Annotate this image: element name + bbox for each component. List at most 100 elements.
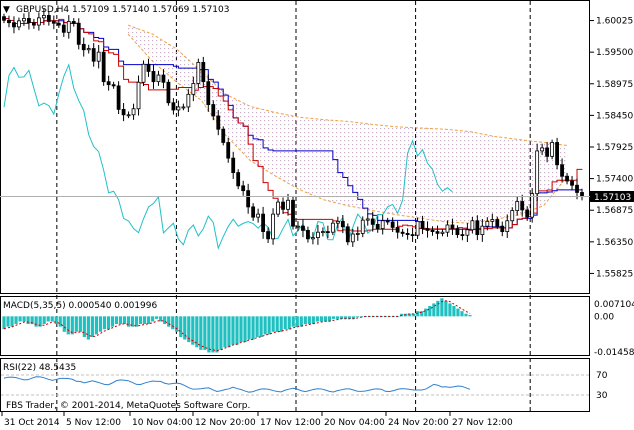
candle[interactable] [176,100,181,117]
candle[interactable] [12,16,16,34]
candle[interactable] [126,111,131,119]
candle[interactable] [191,76,196,102]
candle[interactable] [435,225,440,240]
candle[interactable] [161,69,166,89]
candle[interactable] [540,143,545,156]
candle[interactable] [430,226,435,236]
candle[interactable] [96,44,101,69]
candle[interactable] [365,213,370,226]
candle[interactable] [81,37,86,57]
candle[interactable] [405,228,410,240]
candle[interactable] [256,208,261,223]
candle[interactable] [545,141,550,163]
candle[interactable] [311,232,315,245]
candle[interactable] [146,58,151,77]
candle[interactable] [340,215,345,234]
candle[interactable] [261,206,266,239]
candle[interactable] [221,126,226,146]
candle[interactable] [535,143,540,201]
candle[interactable] [301,219,305,238]
candle[interactable] [206,74,211,112]
candle[interactable] [131,103,136,120]
candle[interactable] [271,208,275,245]
candle[interactable] [470,217,475,234]
candle[interactable] [325,225,330,239]
candle[interactable] [286,193,290,216]
candle[interactable] [296,221,300,232]
candle[interactable] [320,227,325,237]
candle[interactable] [455,225,460,238]
candle[interactable] [375,220,380,233]
candle[interactable] [17,17,21,31]
candle[interactable] [211,100,216,121]
candle[interactable] [66,15,71,39]
candle[interactable] [485,217,490,231]
candle[interactable] [186,89,191,113]
candle[interactable] [2,13,6,24]
candle[interactable] [420,215,425,235]
candle[interactable] [51,15,56,30]
candle[interactable] [555,137,559,170]
candle[interactable] [7,15,11,28]
candle[interactable] [121,103,126,122]
candle[interactable] [306,226,310,243]
candle[interactable] [241,180,246,196]
candle[interactable] [22,13,26,26]
candle[interactable] [141,60,146,87]
candle[interactable] [46,11,51,26]
candle[interactable] [236,169,241,190]
candle[interactable] [410,227,415,243]
candle[interactable] [490,213,495,228]
candle[interactable] [136,75,141,116]
candle[interactable] [520,194,525,217]
candle[interactable] [575,178,579,200]
candle[interactable] [61,20,66,37]
candle[interactable] [400,228,405,237]
candle[interactable] [266,227,270,244]
candle[interactable] [281,197,285,214]
candle[interactable] [91,43,96,67]
candle[interactable] [251,203,256,221]
candle[interactable] [27,11,31,30]
candle[interactable] [415,217,420,239]
candle[interactable] [151,64,156,89]
candle[interactable] [181,103,186,111]
candle[interactable] [201,56,206,88]
candle[interactable] [450,218,455,235]
macd-panel[interactable] [0,296,590,356]
candle[interactable] [345,223,350,246]
candle[interactable] [246,183,251,214]
candle[interactable] [525,206,530,221]
candle[interactable] [460,229,465,241]
candle[interactable] [480,218,485,242]
rsi-panel[interactable] [0,358,590,412]
candle[interactable] [425,221,430,238]
candle[interactable] [505,214,510,238]
candlesticks[interactable] [2,8,584,247]
candle[interactable] [106,75,111,91]
candle[interactable] [495,216,500,230]
candle[interactable] [550,139,555,160]
candle[interactable] [475,215,480,241]
candle[interactable] [500,221,505,237]
candle[interactable] [316,224,320,245]
candle[interactable] [171,98,176,115]
candle[interactable] [56,20,61,28]
candle[interactable] [86,44,91,54]
candle[interactable] [226,137,231,163]
candle[interactable] [156,70,161,86]
candle[interactable] [565,172,569,185]
candle[interactable] [116,81,121,114]
candle[interactable] [216,110,221,136]
candle[interactable] [350,228,355,247]
candle[interactable] [166,79,171,106]
candle[interactable] [395,221,400,239]
candle[interactable] [196,58,201,88]
candle[interactable] [510,207,515,225]
candle[interactable] [390,217,395,233]
candle[interactable] [440,229,445,237]
candle[interactable] [231,151,236,179]
candle[interactable] [330,220,335,236]
candle[interactable] [101,47,106,86]
